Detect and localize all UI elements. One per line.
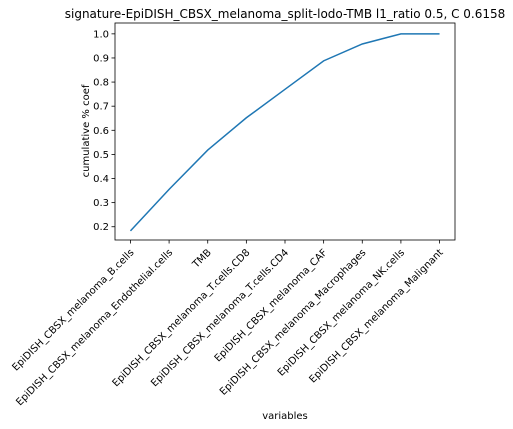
y-tick-label: 0.7 xyxy=(93,102,109,113)
y-tick-label: 0.6 xyxy=(93,126,109,137)
x-tick-label: TMB xyxy=(190,247,214,271)
y-tick-label: 1.0 xyxy=(93,29,109,40)
plot-area-frame xyxy=(114,22,456,241)
y-tick-label: 0.5 xyxy=(93,150,109,161)
y-axis: 0.2 0.3 0.4 0.5 0.6 0.7 0.8 0.9 1.0 xyxy=(93,29,115,233)
y-axis-label: cumulative % coef xyxy=(81,84,92,177)
y-tick-label: 0.3 xyxy=(93,198,109,209)
y-tick-label: 0.9 xyxy=(93,53,109,64)
y-tick-label: 0.2 xyxy=(93,222,109,233)
series-line xyxy=(129,33,440,232)
x-tick-label: EpiDISH_CBSX_melanoma_Malignant xyxy=(308,247,446,385)
y-tick-label: 0.8 xyxy=(93,78,109,89)
x-tick-label: EpiDISH_CBSX_melanoma_Macrophages xyxy=(218,247,368,397)
x-tick-label: EpiDISH_CBSX_melanoma_T.cells.CD4 xyxy=(149,247,291,389)
chart-title: signature-EpiDISH_CBSX_melanoma_split-lo… xyxy=(65,7,506,21)
y-tick-label: 0.4 xyxy=(93,174,109,185)
x-tick-label: EpiDISH_CBSX_melanoma_T.cells.CD8 xyxy=(111,247,253,389)
x-axis-label: variables xyxy=(262,411,308,422)
x-axis: EpiDISH_CBSX_melanoma_B.cellsEpiDISH_CBS… xyxy=(10,240,446,408)
